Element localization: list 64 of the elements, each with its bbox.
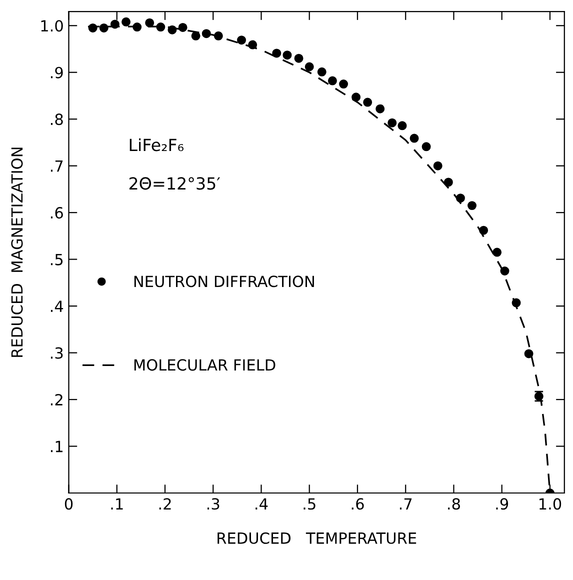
- legend-label: NEUTRON DIFFRACTION: [134, 276, 314, 288]
- point: [468, 201, 477, 210]
- point: [88, 23, 98, 32]
- point: [156, 22, 166, 32]
- point: [178, 22, 188, 32]
- point: [500, 266, 510, 276]
- x-tick-label: .7: [400, 498, 412, 510]
- point: [132, 22, 142, 32]
- point: [202, 29, 211, 38]
- point: [122, 17, 131, 26]
- x-axis-title: REDUCED TEMPERATURE: [218, 532, 416, 544]
- point: [110, 20, 120, 29]
- x-tick-label: .6: [352, 498, 364, 510]
- y-tick-label: .5: [50, 254, 63, 266]
- point: [422, 142, 431, 152]
- point: [410, 134, 419, 143]
- x-tick-label: .1: [111, 498, 123, 510]
- point: [376, 104, 385, 114]
- y-tick-label: .9: [50, 66, 63, 78]
- x-tick-label: .2: [159, 498, 171, 510]
- x-tick-label: 0: [64, 498, 73, 510]
- x-tick-label: .4: [256, 498, 268, 510]
- point: [456, 194, 465, 203]
- y-tick-label: .4: [50, 300, 64, 312]
- y-tick-label: .7: [50, 160, 63, 172]
- point: [248, 40, 258, 50]
- x-tick-label: .3: [207, 498, 220, 510]
- point: [237, 36, 246, 45]
- x-tick-label: .8: [448, 498, 460, 510]
- point: [524, 349, 534, 358]
- point: [317, 67, 326, 76]
- point: [492, 248, 502, 257]
- point: [363, 98, 372, 107]
- point: [433, 161, 442, 170]
- y-tick-label: .8: [50, 114, 63, 126]
- point: [339, 80, 348, 89]
- point: [388, 118, 397, 128]
- annotation: LiFe₂F₆: [130, 138, 184, 152]
- point: [444, 178, 453, 187]
- point: [294, 54, 304, 63]
- point: [352, 92, 361, 102]
- point: [99, 23, 108, 32]
- annotation: 2Θ=12°35′: [129, 177, 220, 190]
- y-tick-label: 1.0: [41, 20, 63, 32]
- x-tick-label: .9: [496, 498, 508, 510]
- x-tick-label: .5: [304, 498, 316, 510]
- point: [479, 226, 488, 235]
- y-tick-label: .1: [50, 440, 62, 452]
- point: [398, 121, 407, 130]
- y-tick-label: .2: [50, 394, 62, 406]
- point: [145, 18, 154, 28]
- y-tick-label: .6: [50, 207, 63, 219]
- point: [272, 48, 282, 58]
- legend-label: MOLECULAR FIELD: [134, 359, 276, 371]
- point: [512, 298, 521, 308]
- point: [282, 50, 292, 60]
- y-tick-label: .3: [50, 347, 63, 359]
- point: [328, 76, 337, 86]
- point: [214, 31, 223, 40]
- point: [168, 25, 177, 34]
- y-axis-title: REDUCED MAGNETIZATION: [11, 148, 23, 357]
- point: [304, 62, 314, 72]
- x-tick-label: 1.0: [540, 498, 562, 510]
- point: [191, 31, 200, 40]
